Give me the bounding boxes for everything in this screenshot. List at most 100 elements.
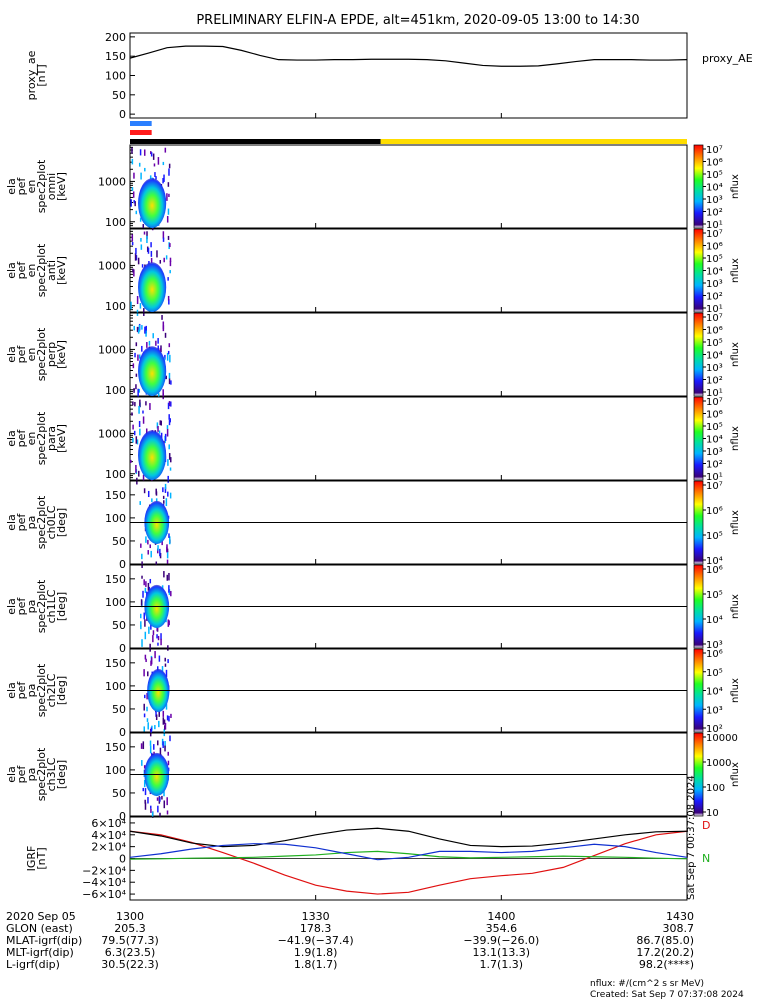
- heatmap-speck: [146, 246, 149, 252]
- heatmap-speck: [160, 638, 162, 646]
- orbit-row-value: −41.9(−37.4): [278, 934, 354, 947]
- heatmap-speck: [137, 388, 139, 397]
- colorbar-tick-label: 10²: [706, 292, 723, 303]
- heatmap-speck: [167, 645, 169, 651]
- heatmap-speck: [149, 578, 152, 584]
- y-tick-label: 100: [105, 596, 126, 609]
- heatmap-region: [140, 735, 171, 818]
- y-tick-label: 50: [112, 89, 126, 102]
- y-axis-label: IGRF[nT]: [25, 846, 48, 872]
- heatmap-speck: [164, 433, 167, 441]
- heatmap-speck: [168, 444, 170, 450]
- heatmap-speck: [167, 208, 170, 215]
- heatmap-speck: [141, 639, 143, 647]
- heatmap-speck: [166, 352, 169, 361]
- y-tick-label: 200: [105, 31, 126, 44]
- heatmap-speck: [144, 788, 147, 796]
- y-axis-label-line: ela: [5, 598, 18, 615]
- colorbar-tick-label: 10⁶: [706, 649, 723, 660]
- colorbar-tick-label: 10⁴: [706, 615, 723, 626]
- heatmap-speck: [157, 426, 159, 432]
- colorbar-tick-label: 10⁵: [706, 531, 723, 542]
- heatmap-speck: [150, 550, 152, 558]
- heatmap-speck: [157, 635, 160, 641]
- colorbar-tick-label: 10²: [706, 376, 723, 387]
- plot-title: PRELIMINARY ELFIN-A EPDE, alt=451km, 202…: [196, 13, 639, 28]
- heatmap-speck: [169, 354, 171, 363]
- y-axis-label-line: ela: [5, 262, 18, 279]
- heatmap-speck: [170, 457, 172, 463]
- panel-ch1LC: 0 50 100 150 elapefpaspec2plotch1LC[deg] 10³ 1…: [5, 564, 741, 655]
- heatmap-speck: [165, 498, 168, 507]
- y-axis-label-line: pa: [25, 768, 38, 782]
- heatmap-speck: [131, 234, 134, 242]
- heatmap-speck: [161, 666, 164, 672]
- heatmap-speck: [169, 735, 171, 742]
- heatmap-speck: [143, 779, 146, 788]
- heatmap-speck: [155, 498, 158, 502]
- colorbar-tick-label: 10¹: [706, 220, 723, 231]
- panel-proxy_ae: 0 50 100 150 200 proxy_ae[nT] proxy_AE: [25, 31, 753, 121]
- heatmap-speck: [166, 559, 169, 564]
- heatmap-speck: [130, 199, 132, 207]
- heatmap-region: [130, 231, 172, 316]
- indicator-bars: [130, 121, 687, 144]
- colorbar: [693, 732, 704, 817]
- y-axis-label-line: pa: [25, 684, 38, 698]
- heatmap-speck: [139, 428, 141, 436]
- heatmap-speck: [163, 500, 165, 504]
- heatmap-speck: [159, 747, 162, 756]
- heatmap-speck: [168, 419, 171, 426]
- y-tick-label: 100: [105, 384, 126, 397]
- igrf-series-line: [129, 830, 688, 895]
- colorbar-tick-label: 10⁶: [706, 158, 723, 169]
- colorbar-tick-label: 10¹: [706, 304, 723, 315]
- y-axis-label-line: ela: [5, 514, 18, 531]
- y-tick-label: 0: [119, 558, 126, 571]
- y-axis-label-line: [deg]: [55, 676, 68, 705]
- heatmap-speck: [133, 172, 135, 179]
- vertical-stamp: Sat Sep 7 00:37:08 2024: [686, 775, 697, 900]
- heatmap-speck: [140, 599, 143, 606]
- colorbar-tick-label: 10²: [706, 208, 723, 219]
- proxy-ae-right-label: proxy_AE: [702, 52, 753, 65]
- heatmap-speck: [152, 635, 154, 643]
- y-axis-label-line: [keV]: [55, 424, 68, 453]
- y-axis-label-line: spec2plot: [35, 411, 48, 465]
- heatmap-speck: [145, 325, 147, 334]
- colorbar-tick-label: 10⁴: [706, 556, 723, 567]
- colorbar-tick-label: 10⁶: [706, 242, 723, 253]
- colorbar-tick-label: 10: [706, 808, 719, 819]
- y-axis-label-line: spec2plot: [35, 495, 48, 549]
- heatmap-speck: [146, 718, 149, 722]
- y-tick-label: 100: [105, 468, 126, 481]
- heatmap-speck: [168, 572, 170, 581]
- heatmap-speck: [137, 329, 140, 334]
- heatmap-speck: [138, 405, 140, 414]
- heatmap-speck: [140, 172, 142, 180]
- y-axis-label-line: omni: [45, 173, 58, 200]
- heatmap-speck: [143, 579, 145, 586]
- heatmap-speck: [150, 727, 153, 733]
- heatmap-speck: [143, 612, 145, 620]
- y-tick-label: 150: [105, 741, 126, 754]
- heatmap-speck: [164, 483, 167, 490]
- colorbar-tick-label: 10⁴: [706, 435, 723, 446]
- heatmap-speck: [164, 745, 166, 752]
- colorbar-tick-label: 10³: [706, 195, 723, 206]
- heatmap-speck: [134, 352, 136, 358]
- heatmap-speck: [167, 459, 169, 466]
- heatmap-speck: [167, 619, 170, 627]
- y-axis-label-line: pa: [25, 600, 38, 614]
- heatmap-speck: [170, 713, 172, 718]
- colorbar-tick-label: 10⁵: [706, 422, 723, 433]
- y-axis-label-line: [nT]: [35, 847, 48, 869]
- heatmap-speck: [167, 402, 170, 410]
- colorbar-tick-label: 10¹: [706, 388, 723, 399]
- y-tick-label: 1000: [98, 343, 126, 356]
- heatmap-speck: [167, 475, 169, 483]
- heatmap-speck: [145, 330, 147, 337]
- heatmap-speck: [135, 436, 138, 444]
- heatmap-core: [138, 430, 167, 480]
